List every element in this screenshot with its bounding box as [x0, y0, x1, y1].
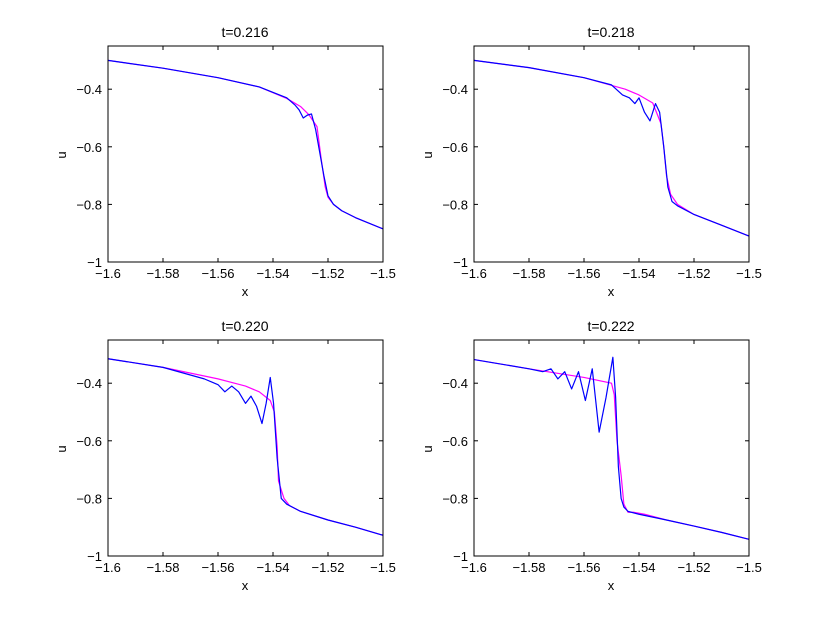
panel-4-ylabel: u [420, 445, 435, 452]
panel-2-ylabel: u [420, 151, 435, 158]
panel-3-xtick-label: −1.56 [202, 560, 235, 575]
panel-3-xtick-label: −1.52 [312, 560, 345, 575]
panel-2-ytick-label: −1 [453, 255, 468, 270]
panel-2-series-magenta-line [473, 59, 750, 237]
panel-2-xlabel: x [608, 284, 615, 299]
panel-3-ytick-label: −0.4 [76, 376, 102, 391]
panel-1-ytick-label: −0.4 [76, 82, 102, 97]
panel-4-ytick-label: −0.4 [442, 376, 468, 391]
panel-4-xtick-label: −1.56 [568, 560, 601, 575]
panel-1-xtick-label: −1.5 [370, 266, 396, 281]
panel-3-xlabel: x [242, 578, 249, 593]
panel-4-title: t=0.222 [587, 318, 634, 334]
panel-1-xtick-label: −1.54 [257, 266, 290, 281]
panel-3-xtick-label: −1.58 [147, 560, 180, 575]
panel-4-series-blue-line [473, 356, 750, 540]
panel-1: t=0.216 x u −1.6 −1.58 −1.56 −1.54 −1.52 −1.5… [54, 24, 396, 299]
panel-3-xtick-label: −1.54 [257, 560, 290, 575]
panel-1-title: t=0.216 [221, 24, 268, 40]
panel-2-axes-frame [473, 45, 750, 263]
panel-3-series-blue-line [107, 358, 384, 536]
panel-3-ylabel: u [54, 445, 69, 452]
panel-2-xtick-label: −1.5 [736, 266, 762, 281]
panel-1-ytick-label: −0.6 [76, 140, 102, 155]
panel-2-xtick-label: −1.6 [461, 266, 487, 281]
panel-4-xtick-label: −1.58 [513, 560, 546, 575]
panel-1-series-blue-line [107, 59, 384, 230]
panel-1-ytick-label: −1 [87, 255, 102, 270]
panel-1-xlabel: x [242, 284, 249, 299]
panel-4-ytick-label: −0.6 [442, 434, 468, 449]
panel-3-ytick-label: −0.8 [76, 491, 102, 506]
panel-1-ylabel: u [54, 151, 69, 158]
panel-2-xtick-label: −1.58 [513, 266, 546, 281]
panel-3-ytick-label: −1 [87, 549, 102, 564]
panel-4-xtick-label: −1.54 [623, 560, 656, 575]
panel-1-series-magenta-line [107, 59, 384, 230]
panel-4: t=0.222 x u −1.6 −1.58 −1.56 −1.54 −1.52 −1.5… [420, 318, 762, 593]
panel-3-xtick-label: −1.6 [95, 560, 121, 575]
panel-3: t=0.220 x u −1.6 −1.58 −1.56 −1.54 −1.52 −1.5… [54, 318, 396, 593]
panel-2-ytick-label: −0.8 [442, 197, 468, 212]
panel-3-ytick-label: −0.6 [76, 434, 102, 449]
panel-4-axes-frame [473, 339, 750, 557]
panel-4-ytick-label: −1 [453, 549, 468, 564]
panel-4-xtick-label: −1.6 [461, 560, 487, 575]
panel-4-series-magenta-line [473, 358, 750, 540]
panel-1-xtick-label: −1.52 [312, 266, 345, 281]
panel-4-ytick-label: −0.8 [442, 491, 468, 506]
panel-2-xtick-label: −1.56 [568, 266, 601, 281]
panel-2-xtick-label: −1.52 [678, 266, 711, 281]
panel-4-xtick-label: −1.5 [736, 560, 762, 575]
panel-1-xtick-label: −1.56 [202, 266, 235, 281]
panel-3-title: t=0.220 [221, 318, 268, 334]
panel-3-series-magenta-line [107, 358, 384, 536]
panel-1-ytick-label: −0.8 [76, 197, 102, 212]
panel-1-xtick-label: −1.58 [147, 266, 180, 281]
panel-2-xtick-label: −1.54 [623, 266, 656, 281]
panel-1-axes-frame [107, 45, 384, 263]
panel-1-xtick-label: −1.6 [95, 266, 121, 281]
panel-2-series-blue-line [473, 59, 750, 237]
panel-2-ytick-label: −0.6 [442, 140, 468, 155]
panel-2-ytick-label: −0.4 [442, 82, 468, 97]
panel-2: t=0.218 x u −1.6 −1.58 −1.56 −1.54 −1.52 −1.5… [420, 24, 762, 299]
panel-3-xtick-label: −1.5 [370, 560, 396, 575]
panel-3-axes-frame [107, 339, 384, 557]
panel-4-xlabel: x [608, 578, 615, 593]
panel-2-title: t=0.218 [587, 24, 634, 40]
panel-4-xtick-label: −1.52 [678, 560, 711, 575]
